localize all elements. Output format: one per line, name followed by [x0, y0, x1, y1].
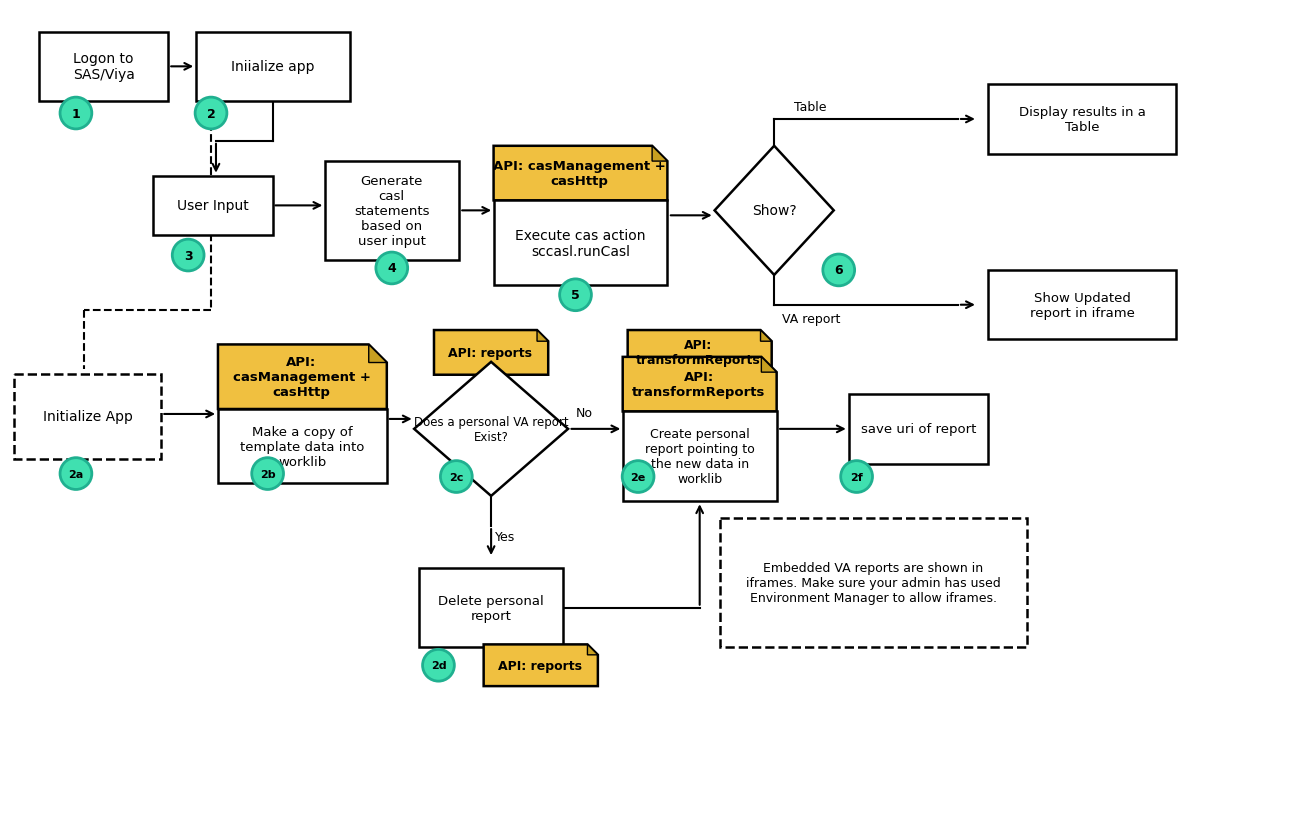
FancyBboxPatch shape	[39, 33, 168, 102]
FancyBboxPatch shape	[493, 201, 667, 286]
Text: Generate
casl
statements
based on
user input: Generate casl statements based on user i…	[354, 174, 429, 247]
Polygon shape	[493, 147, 667, 201]
Text: Table: Table	[793, 101, 826, 114]
Circle shape	[376, 253, 407, 284]
Circle shape	[423, 649, 454, 681]
Text: 2e: 2e	[630, 472, 646, 482]
Circle shape	[840, 461, 873, 493]
FancyBboxPatch shape	[622, 412, 776, 501]
Circle shape	[560, 279, 591, 311]
Text: API: casManagement +
casHttp: API: casManagement + casHttp	[493, 160, 666, 188]
Text: save uri of report: save uri of report	[860, 423, 976, 436]
Polygon shape	[538, 331, 548, 342]
Circle shape	[441, 461, 472, 493]
Text: API: reports: API: reports	[497, 659, 582, 672]
Text: Create personal
report pointing to
the new data in
worklib: Create personal report pointing to the n…	[645, 428, 754, 486]
Circle shape	[622, 461, 654, 493]
Polygon shape	[761, 331, 771, 342]
Text: 1: 1	[72, 107, 81, 120]
Text: 2f: 2f	[851, 472, 863, 482]
Polygon shape	[435, 331, 548, 375]
Text: Execute cas action
sccasl.runCasl: Execute cas action sccasl.runCasl	[515, 229, 646, 259]
Circle shape	[60, 98, 91, 129]
Circle shape	[196, 98, 227, 129]
FancyBboxPatch shape	[848, 395, 988, 464]
FancyBboxPatch shape	[196, 33, 350, 102]
Circle shape	[252, 458, 283, 490]
Text: 2a: 2a	[68, 469, 84, 479]
Text: Embedded VA reports are shown in
iframes. Make sure your admin has used
Environm: Embedded VA reports are shown in iframes…	[746, 562, 1001, 604]
Text: 2b: 2b	[260, 469, 275, 479]
Text: Delete personal
report: Delete personal report	[438, 594, 544, 622]
Polygon shape	[484, 645, 598, 686]
Polygon shape	[369, 345, 386, 363]
Text: Initialize App: Initialize App	[43, 410, 133, 424]
Text: 5: 5	[572, 289, 579, 302]
Polygon shape	[587, 645, 598, 655]
Polygon shape	[414, 362, 568, 496]
Text: Does a personal VA report
Exist?: Does a personal VA report Exist?	[414, 415, 569, 443]
FancyBboxPatch shape	[988, 270, 1176, 340]
Circle shape	[823, 255, 855, 287]
Text: Show?: Show?	[752, 204, 796, 218]
Text: API:
casManagement +
casHttp: API: casManagement + casHttp	[232, 355, 371, 399]
FancyBboxPatch shape	[419, 568, 564, 648]
Text: No: No	[576, 406, 592, 419]
Text: 2d: 2d	[431, 660, 446, 671]
FancyBboxPatch shape	[154, 176, 273, 236]
FancyBboxPatch shape	[325, 161, 459, 260]
FancyBboxPatch shape	[719, 518, 1027, 648]
Polygon shape	[628, 331, 771, 375]
Polygon shape	[761, 357, 776, 373]
Polygon shape	[622, 357, 776, 412]
Text: 2c: 2c	[449, 472, 463, 482]
Polygon shape	[715, 147, 834, 275]
Text: VA report: VA report	[782, 312, 840, 325]
Text: API: reports: API: reports	[448, 346, 532, 360]
Text: API:
transformReports: API: transformReports	[632, 371, 766, 399]
FancyBboxPatch shape	[988, 85, 1176, 155]
FancyBboxPatch shape	[218, 410, 386, 484]
Circle shape	[172, 240, 204, 272]
Text: Display results in a
Table: Display results in a Table	[1019, 106, 1146, 133]
Text: User Input: User Input	[177, 199, 249, 213]
Text: 6: 6	[834, 264, 843, 277]
Text: Logon to
SAS/Viya: Logon to SAS/Viya	[73, 52, 134, 83]
Text: 2: 2	[206, 107, 215, 120]
Polygon shape	[218, 345, 386, 410]
Polygon shape	[652, 147, 667, 162]
Text: 4: 4	[388, 262, 397, 275]
Text: API:
transformReports: API: transformReports	[636, 339, 761, 367]
Text: 3: 3	[184, 249, 192, 262]
Text: Yes: Yes	[495, 530, 515, 543]
Text: Make a copy of
template data into
worklib: Make a copy of template data into workli…	[240, 425, 364, 468]
Circle shape	[60, 458, 91, 490]
Text: Show Updated
report in iframe: Show Updated report in iframe	[1030, 292, 1134, 319]
Text: Iniialize app: Iniialize app	[231, 61, 315, 75]
FancyBboxPatch shape	[14, 375, 162, 459]
